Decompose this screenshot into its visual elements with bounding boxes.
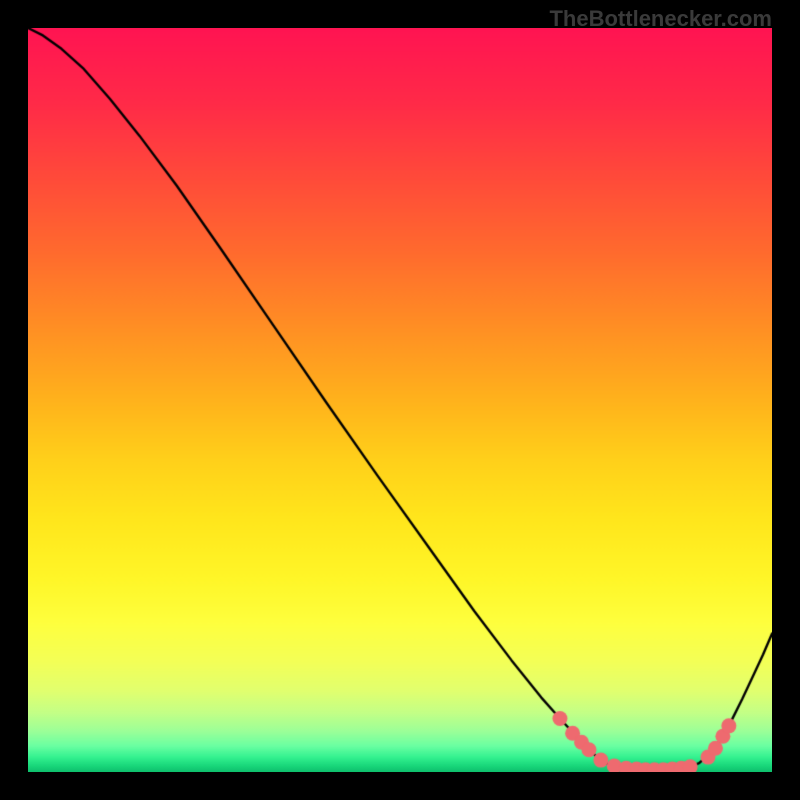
chart-frame: TheBottlenecker.com [0,0,800,800]
plot-area [28,28,772,772]
bottleneck-curve [28,28,772,772]
watermark-text: TheBottlenecker.com [549,6,772,32]
